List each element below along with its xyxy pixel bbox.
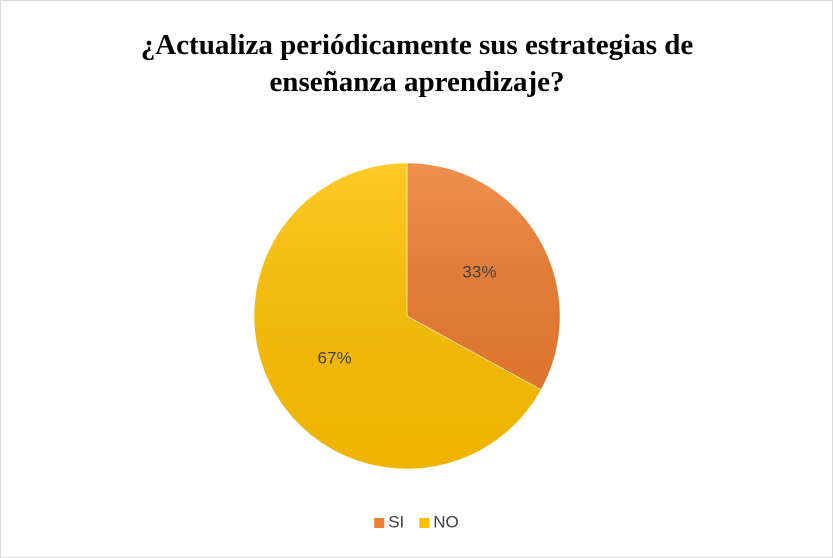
slice-shade	[253, 162, 542, 470]
legend-swatch	[374, 518, 385, 528]
legend-label: SI	[388, 512, 404, 531]
data-label: 67%	[318, 348, 352, 367]
legend-label: NO	[433, 512, 459, 531]
slice-shade	[406, 162, 561, 391]
data-label: 33%	[462, 263, 496, 282]
legend-swatch	[419, 518, 430, 528]
chart-title: ¿Actualiza periódicamente sus estrategia…	[140, 29, 694, 98]
